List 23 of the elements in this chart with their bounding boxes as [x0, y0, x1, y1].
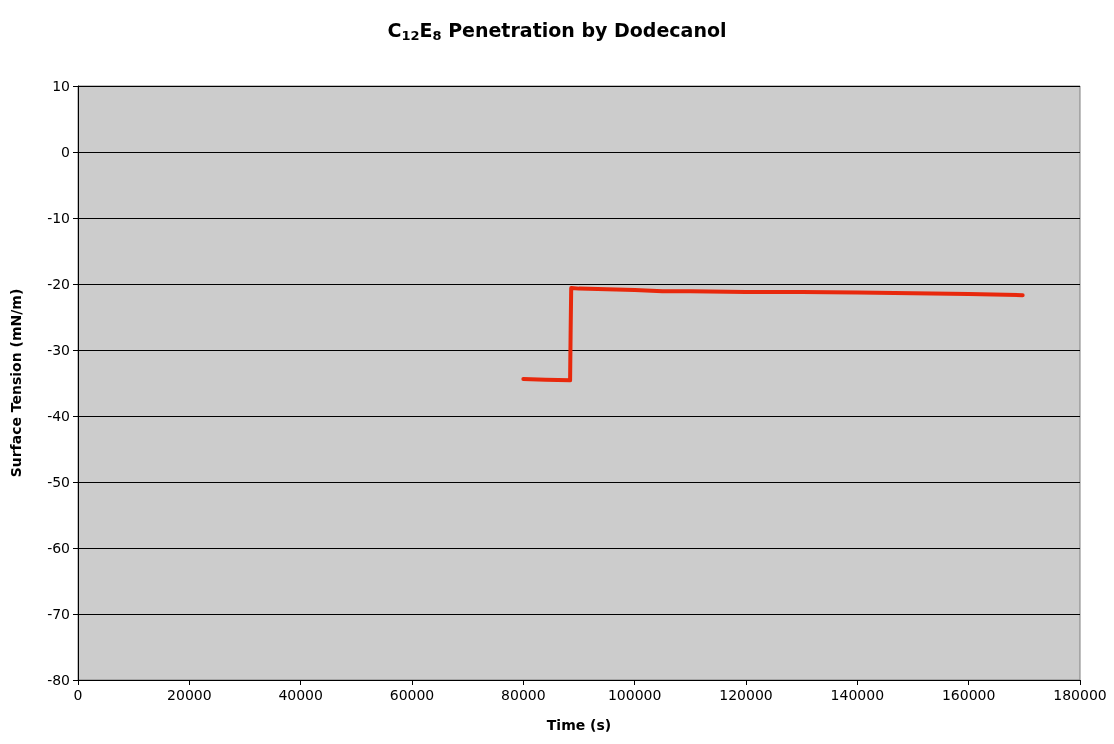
- x-tick-label: 0: [73, 687, 83, 703]
- x-tick-label: 180000: [1053, 687, 1107, 703]
- x-tick-label: 140000: [830, 687, 885, 703]
- y-tick-label: -80: [47, 672, 70, 688]
- x-tick-label: 60000: [389, 687, 435, 703]
- y-tick-label: -70: [47, 606, 70, 622]
- y-axis-title: Surface Tension (mN/m): [8, 288, 24, 478]
- y-tick-label: -10: [47, 210, 70, 226]
- y-tick-label: -60: [47, 540, 70, 556]
- line-series: [521, 285, 1025, 383]
- y-tick-label: -30: [47, 342, 70, 358]
- x-tick-label: 40000: [278, 687, 323, 703]
- y-tick-label: -20: [47, 276, 70, 292]
- x-tick-label: 80000: [501, 687, 546, 703]
- y-tick-label: -50: [47, 474, 70, 490]
- y-tick-label: 10: [52, 78, 70, 94]
- x-tick-label: 120000: [719, 687, 773, 703]
- x-axis-title: Time (s): [546, 717, 612, 733]
- x-tick-label: 100000: [607, 687, 662, 703]
- y-tick-label: 0: [61, 144, 70, 160]
- x-tick-label: 20000: [167, 687, 212, 703]
- y-tick-label: -40: [47, 408, 70, 424]
- x-tick-label: 160000: [941, 687, 996, 703]
